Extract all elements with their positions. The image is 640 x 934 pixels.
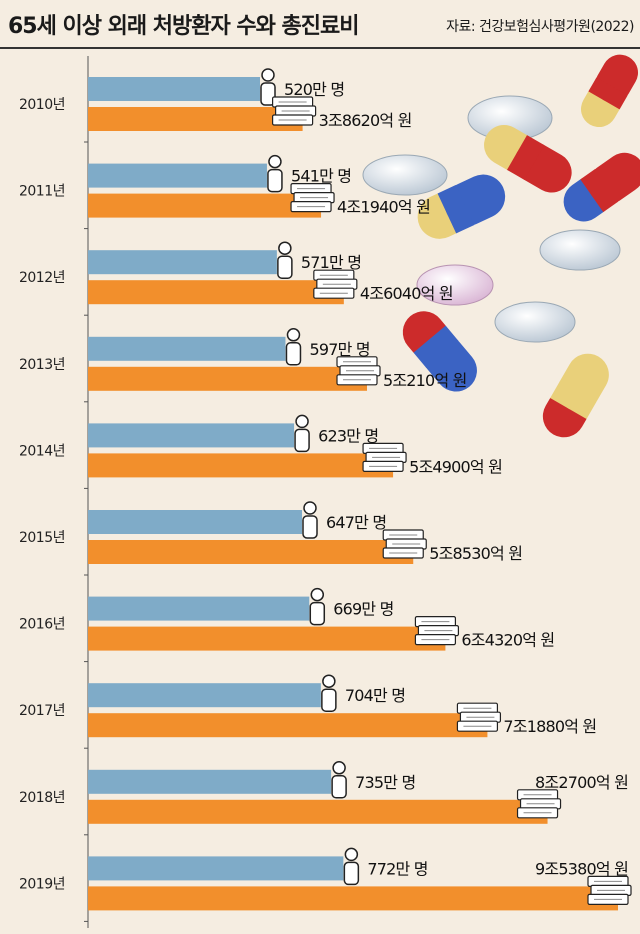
money-stack-icon bbox=[336, 356, 381, 386]
patients-value-label: 704만 명 bbox=[345, 686, 405, 705]
cost-bar bbox=[88, 886, 618, 911]
cost-value-label: 4조6040억 원 bbox=[360, 284, 453, 303]
person-icon bbox=[302, 501, 318, 539]
cost-bar bbox=[88, 540, 414, 564]
cost-value-label: 5조8530억 원 bbox=[429, 544, 522, 563]
cost-bar bbox=[88, 799, 548, 824]
person-icon bbox=[267, 154, 283, 193]
money-stack-icon bbox=[313, 269, 358, 299]
patients-bar bbox=[88, 596, 310, 621]
chart-title: 65세 이상 외래 처방환자 수와 총진료비 bbox=[8, 14, 360, 39]
year-label: 2016년 bbox=[19, 617, 65, 633]
cost-value-label: 4조1940억 원 bbox=[337, 198, 430, 217]
year-label: 2011년 bbox=[19, 184, 65, 200]
year-label: 2014년 bbox=[19, 443, 65, 459]
money-stack-icon bbox=[414, 615, 460, 646]
patients-bar bbox=[88, 423, 295, 448]
money-stack-icon bbox=[382, 529, 427, 559]
person-icon bbox=[260, 68, 276, 106]
patients-bar bbox=[88, 510, 303, 534]
patients-bar bbox=[88, 769, 332, 794]
cost-value-label: 3조8620억 원 bbox=[319, 111, 412, 130]
cost-value-label: 7조1880억 원 bbox=[503, 717, 596, 736]
cost-value-label: 6조4320억 원 bbox=[461, 631, 554, 650]
patients-bar bbox=[88, 856, 344, 881]
patients-bar bbox=[88, 336, 286, 361]
patients-value-label: 520만 명 bbox=[284, 80, 344, 99]
year-label: 2018년 bbox=[19, 790, 65, 806]
cost-bar bbox=[88, 713, 488, 738]
year-label: 2013년 bbox=[19, 357, 65, 373]
cost-bar bbox=[88, 626, 446, 651]
patients-value-label: 541만 명 bbox=[291, 167, 351, 186]
year-label: 2015년 bbox=[19, 530, 65, 546]
cost-value-label: 8조2700억 원 bbox=[535, 773, 628, 792]
person-icon bbox=[343, 847, 360, 886]
patients-value-label: 772만 명 bbox=[367, 859, 427, 878]
year-label: 2012년 bbox=[19, 270, 65, 286]
money-stack-icon bbox=[272, 96, 317, 126]
patients-value-label: 571만 명 bbox=[301, 253, 361, 272]
patients-value-label: 623만 명 bbox=[318, 426, 378, 445]
person-icon bbox=[277, 241, 293, 279]
person-icon bbox=[285, 328, 302, 366]
patients-bar bbox=[88, 163, 267, 188]
cost-value-label: 5조4900억 원 bbox=[409, 457, 502, 476]
patients-value-label: 597만 명 bbox=[309, 340, 369, 359]
patients-value-label: 647만 명 bbox=[326, 513, 386, 532]
person-icon bbox=[309, 587, 326, 626]
year-label: 2017년 bbox=[19, 703, 65, 719]
cost-bar bbox=[88, 453, 394, 478]
patients-bar bbox=[88, 683, 321, 708]
cost-bar bbox=[88, 280, 344, 305]
year-label: 2010년 bbox=[19, 97, 65, 113]
person-icon bbox=[294, 414, 310, 453]
plot-area: 2010년 520만 명 3조8620억 원 2011년 541만 명 4조1940억 원… bbox=[19, 68, 632, 922]
cost-bar bbox=[88, 366, 368, 391]
cost-bar bbox=[88, 193, 322, 218]
patients-bar bbox=[88, 250, 277, 275]
money-stack-icon bbox=[587, 875, 632, 906]
cost-value-label: 9조5380억 원 bbox=[535, 859, 628, 878]
cost-value-label: 5조210억 원 bbox=[383, 371, 467, 390]
year-label: 2019년 bbox=[19, 876, 65, 892]
money-stack-icon bbox=[516, 789, 562, 819]
patients-value-label: 735만 명 bbox=[355, 773, 415, 792]
money-stack-icon bbox=[362, 442, 407, 472]
pills-illustration bbox=[362, 54, 640, 438]
chart-header: 65세 이상 외래 처방환자 수와 총진료비 자료: 건강보험심사평가원(202… bbox=[0, 0, 640, 49]
chart-source: 자료: 건강보험심사평가원(2022) bbox=[446, 19, 634, 35]
money-stack-icon bbox=[290, 183, 335, 213]
cost-bar bbox=[88, 107, 303, 131]
money-stack-icon bbox=[456, 702, 502, 732]
patients-value-label: 669만 명 bbox=[333, 600, 393, 619]
person-icon bbox=[321, 674, 337, 712]
person-icon bbox=[331, 761, 347, 799]
patients-bar bbox=[88, 77, 260, 101]
title-divider bbox=[0, 47, 640, 49]
